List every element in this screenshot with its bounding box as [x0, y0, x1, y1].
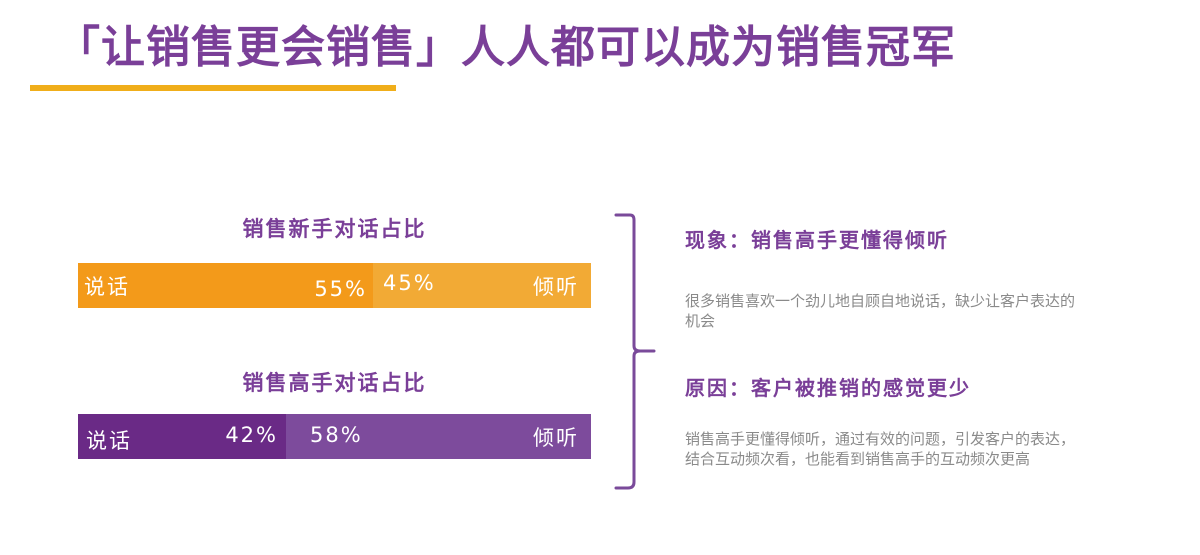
novice-listen-value: 45%: [383, 270, 436, 295]
title-underline: [30, 85, 396, 91]
novice-chart-title: 销售新手对话占比: [242, 217, 427, 241]
expert-talk-value: 42%: [225, 422, 278, 447]
reason-body: 销售高手更懂得倾听，通过有效的问题，引发客户的表达，结合互动频次看，也能看到销售…: [685, 430, 1076, 468]
phenomenon-body: 很多销售喜欢一个劲儿地自顾自地说话，缺少让客户表达的机会: [685, 292, 1076, 330]
novice-stacked-bar: 说话 55% 45% 倾听: [78, 263, 591, 308]
novice-talk-value: 55%: [314, 277, 367, 302]
expert-listen-segment: 58% 倾听: [286, 414, 591, 459]
novice-talk-label: 说话: [84, 274, 130, 299]
novice-listen-segment: 45% 倾听: [373, 263, 591, 308]
novice-listen-label: 倾听: [533, 274, 579, 299]
expert-talk-label: 说话: [86, 429, 132, 454]
phenomenon-heading: 现象：销售高手更懂得倾听: [685, 228, 949, 252]
expert-chart-title: 销售高手对话占比: [242, 371, 427, 395]
reason-heading: 原因：客户被推销的感觉更少: [685, 376, 971, 400]
expert-listen-label: 倾听: [533, 425, 579, 450]
novice-talk-segment: 说话 55%: [78, 263, 373, 308]
expert-listen-value: 58%: [310, 422, 363, 447]
expert-talk-segment: 说话 42%: [78, 414, 286, 459]
expert-stacked-bar: 说话 42% 58% 倾听: [78, 414, 591, 459]
page-title: 「让销售更会销售」人人都可以成为销售冠军: [56, 22, 956, 73]
curly-brace-icon: [614, 213, 656, 490]
